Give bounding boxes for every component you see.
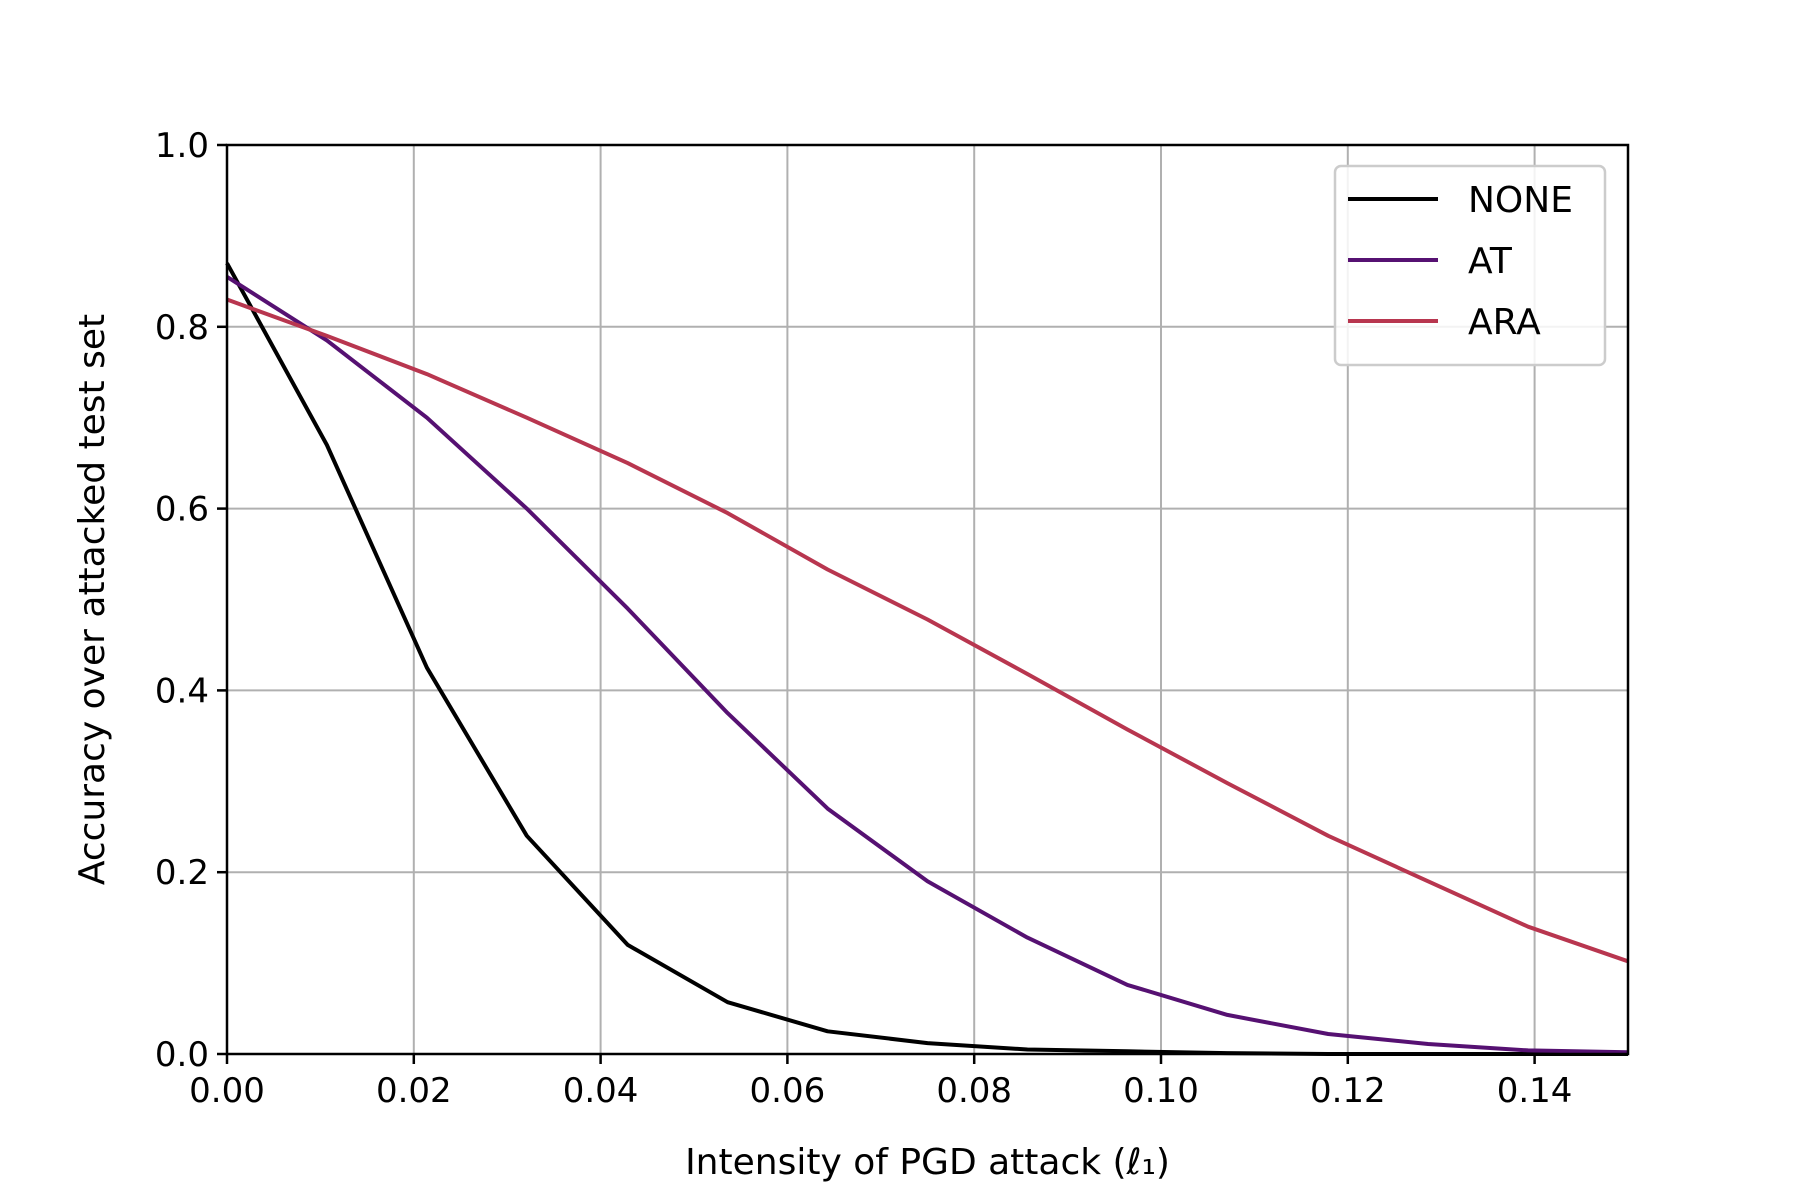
x-tick-label: 0.12 — [1310, 1071, 1386, 1111]
y-tick-label: 0.4 — [155, 671, 209, 711]
y-tick-label: 0.6 — [155, 490, 209, 530]
series-line-ara — [226, 297, 1629, 964]
legend-label-at: AT — [1468, 241, 1513, 282]
y-tick-label: 0.2 — [155, 853, 209, 893]
y-axis-label: Accuracy over attacked test set — [72, 314, 113, 885]
x-tick-label: 0.10 — [1123, 1071, 1199, 1111]
y-tick-label: 0.8 — [155, 308, 209, 348]
x-tick-label: 0.04 — [563, 1071, 639, 1111]
legend-box — [1333, 164, 1607, 367]
x-tick-label: 0.14 — [1497, 1071, 1573, 1111]
series-line-at — [225, 275, 1629, 1055]
x-tick-label: 0.06 — [750, 1071, 826, 1111]
y-tick-label: 0.0 — [155, 1035, 209, 1075]
x-tick-label: 0.02 — [376, 1071, 452, 1111]
legend-label-none: NONE — [1468, 180, 1573, 221]
legend-label-ara: ARA — [1468, 302, 1541, 343]
legend: NONE AT ARA — [1333, 164, 1607, 367]
plot-frame — [225, 143, 1630, 1056]
x-axis-label: Intensity of PGD attack (ℓ₁) — [685, 1142, 1170, 1183]
x-tick-label: 0.08 — [936, 1071, 1012, 1111]
y-tick-label: 1.0 — [155, 126, 209, 166]
x-tick-label: 0.00 — [189, 1071, 265, 1111]
ticks: 0.00 0.02 0.04 0.06 0.08 0.10 0.12 0.14 0.0 0.2 0.… — [155, 126, 1573, 1111]
